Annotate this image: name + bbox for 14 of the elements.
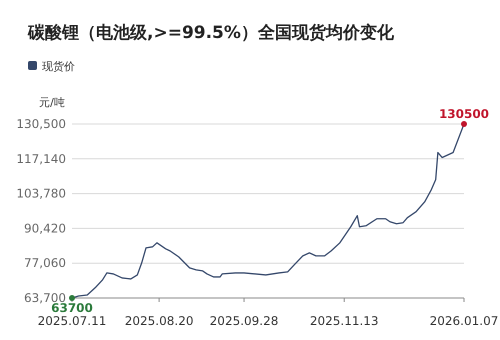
annotation: 130500 [438,107,490,121]
chart-title: 碳酸锂（电池级,>=99.5%）全国现货均价变化 [27,23,395,43]
y-tick-label: 77,060 [24,256,66,270]
y-tick-label: 103,780 [16,186,66,201]
x-tick-label: 2025.08.20 [124,314,194,328]
y-tick-label: 90,420 [24,221,66,236]
x-tick-label: 2026.01.07 [430,314,498,328]
x-tick-label: 2025.11.13 [310,314,379,328]
x-tick-label: 2025.07.11 [38,314,106,328]
y-tick-label: 130,500 [16,117,66,131]
y-axis-title: 元/吨 [39,96,65,109]
y-tick-label: 117,140 [16,152,66,166]
legend-label: 现货价 [42,60,75,73]
x-tick-label: 2025.09.28 [210,314,278,328]
